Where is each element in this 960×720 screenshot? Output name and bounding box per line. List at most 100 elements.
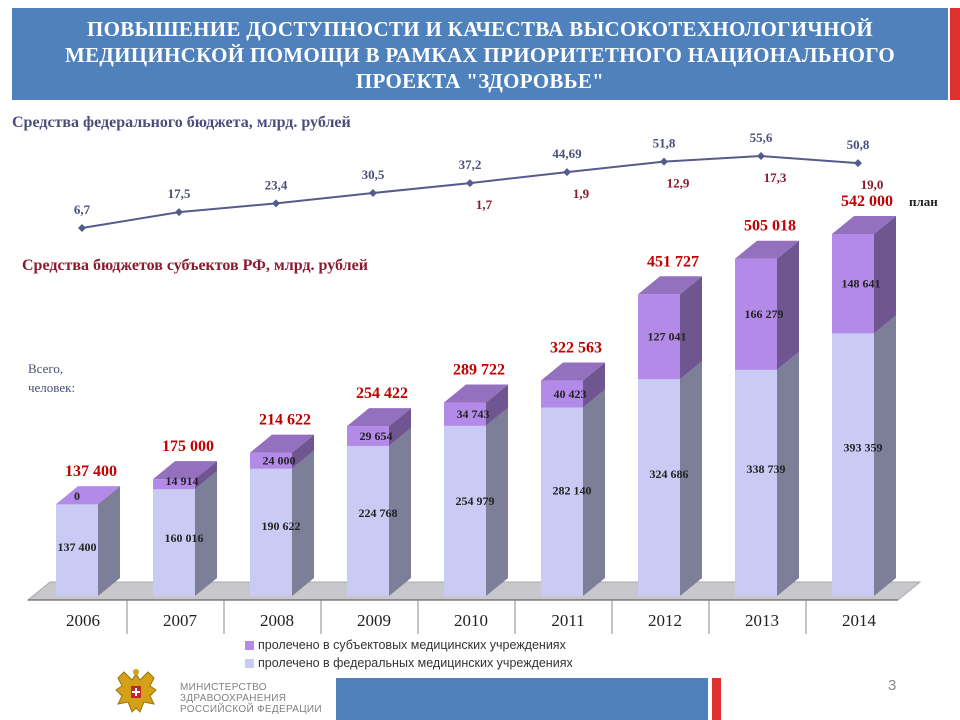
bar-regional-value-label: 14 914 <box>166 474 199 488</box>
bar-federal <box>250 450 314 596</box>
bar-federal-value-label: 282 140 <box>553 484 592 498</box>
x-tick-label: 2006 <box>66 611 100 630</box>
line-chart-title: Средства федерального бюджета, млрд. руб… <box>12 114 351 131</box>
bar-regional-value-label: 148 641 <box>842 277 881 291</box>
line-value-label: 51,8 <box>653 136 676 151</box>
bar-regional-side <box>389 408 411 446</box>
bar-regional-side <box>874 216 896 334</box>
bar-regional-top <box>444 384 508 403</box>
title-accent-strip <box>950 8 960 100</box>
footer-red-strip <box>712 678 721 720</box>
bar-federal-front <box>347 445 389 596</box>
bar-federal-side <box>583 389 605 596</box>
subject-budget-value-label: 19,0 <box>861 177 884 192</box>
line-point <box>854 159 862 168</box>
bar-federal-front <box>735 369 777 596</box>
legend-swatch-federal <box>245 659 254 669</box>
stacked-bar-chart: Всего, человек: 137 400 0 137 400 160 016 14 9… <box>28 193 938 596</box>
bar-total-plan-suffix: план <box>909 194 938 209</box>
bar-regional-front <box>735 258 777 370</box>
subject-budget-value-label: 12,9 <box>667 176 690 191</box>
bar-regional-front <box>250 452 292 469</box>
line-point <box>272 199 280 208</box>
bar-regional-side <box>777 240 799 370</box>
bar-regional <box>638 276 702 380</box>
bar-federal <box>638 361 702 596</box>
bar-regional-value-label: 0 <box>74 489 80 503</box>
bar-regional-top <box>153 461 217 480</box>
bar-federal-value-label: 324 686 <box>650 467 689 481</box>
bar-federal-front <box>638 379 680 596</box>
bar-federal-value-label: 137 400 <box>58 540 97 554</box>
bar-federal-side <box>777 351 799 596</box>
x-axis: 2006 2007 2008 2009 2010 2011 2012 2013 2014 <box>66 600 877 634</box>
bar-regional-side <box>583 362 605 408</box>
bar-total-label: 505 018 <box>744 218 796 235</box>
bar-regional-top <box>56 486 120 505</box>
bar-regional <box>444 384 508 426</box>
bar-regional <box>347 408 411 446</box>
bar-ylabel-line1: Всего, <box>28 361 63 376</box>
bar-federal-value-label: 160 016 <box>165 531 204 545</box>
line-point <box>660 157 668 166</box>
bar-total-label: 254 422 <box>356 385 408 402</box>
bar-regional-top <box>347 408 411 427</box>
line-point <box>757 152 765 160</box>
line-value-label: 50,8 <box>847 137 870 152</box>
line-value-label: 44,69 <box>552 146 582 161</box>
x-tick-label: 2010 <box>454 611 488 630</box>
bar-total-label: 542 000 <box>841 193 893 210</box>
bar-regional-front <box>347 426 389 446</box>
bar-federal-side <box>680 361 702 596</box>
page-number: 3 <box>888 677 897 694</box>
x-tick-label: 2007 <box>163 611 198 630</box>
bar-regional-top <box>541 362 605 381</box>
line-value-label: 23,4 <box>265 177 288 192</box>
line-value-label: 37,2 <box>459 157 482 172</box>
bar-regional <box>832 216 896 334</box>
bar-federal-value-label: 224 768 <box>359 506 398 520</box>
line-point <box>369 188 377 197</box>
bar-federal-side <box>98 486 120 596</box>
bar-total-label: 322 563 <box>550 340 602 357</box>
bar-federal-front <box>250 468 292 596</box>
bar-regional-value-label: 127 041 <box>648 330 687 344</box>
bar-regional-value-label: 24 000 <box>263 454 296 468</box>
bar-federal-side <box>195 471 217 596</box>
bar-regional-front <box>638 294 680 380</box>
bar-total-label: 137 400 <box>65 463 117 480</box>
subject-budget-value-label: 17,3 <box>764 170 787 185</box>
x-tick-label: 2011 <box>551 611 584 630</box>
x-tick-label: 2009 <box>357 611 391 630</box>
legend-item-federal: пролечено в федеральных медицинских учре… <box>245 656 573 670</box>
footer-bar <box>336 678 708 720</box>
x-tick-label: 2008 <box>260 611 294 630</box>
bar-regional <box>541 362 605 408</box>
bar-regional-value-label: 34 743 <box>457 407 490 421</box>
bar-regional <box>250 434 314 469</box>
bar-regional-front <box>444 402 486 426</box>
bar-federal-side <box>389 427 411 596</box>
line-value-label: 30,5 <box>362 167 385 182</box>
bar-federal-value-label: 393 359 <box>844 441 883 455</box>
bar-federal-value-label: 254 979 <box>456 494 495 508</box>
legend-label-regional: пролечено в субъектовых медицинских учре… <box>258 638 566 652</box>
line-value-label: 17,5 <box>168 186 191 201</box>
subject-budget-title: Средства бюджетов субъектов РФ, млрд. ру… <box>22 257 368 274</box>
bar-regional-side <box>680 276 702 380</box>
federal-budget-line-chart: Средства федерального бюджета, млрд. руб… <box>12 114 883 274</box>
bar-federal-side <box>292 450 314 596</box>
bar-regional-value-label: 166 279 <box>745 307 784 321</box>
line-point <box>78 224 86 232</box>
bar-federal-front <box>541 407 583 596</box>
bar-federal-front <box>153 489 195 596</box>
bar-federal-front <box>56 504 98 596</box>
bar-federal-front <box>832 333 874 596</box>
bar-regional-side <box>195 461 217 490</box>
bar-federal <box>735 351 799 596</box>
bar-federal-side <box>874 315 896 596</box>
bar-regional-top <box>832 216 896 234</box>
legend-swatch-regional <box>245 641 254 651</box>
bar-total-label: 451 727 <box>647 253 699 270</box>
